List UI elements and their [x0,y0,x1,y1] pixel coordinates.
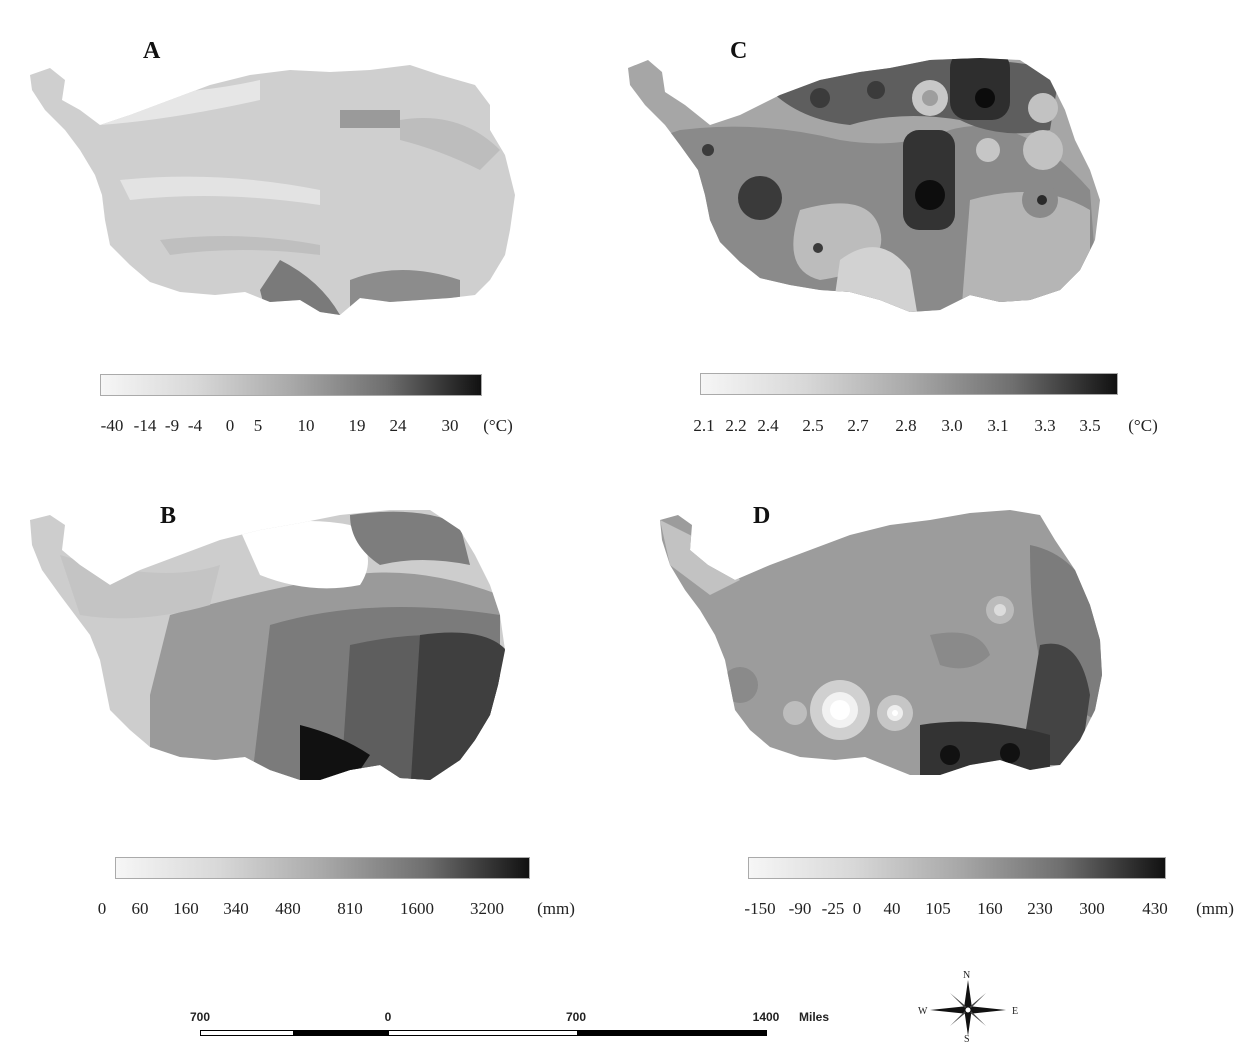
panel-letter: B [160,503,177,529]
tick-label: 2.8 [895,416,917,435]
compass-n: N [963,970,971,981]
tick-label: -90 [788,899,812,918]
tick-label: 230 [1027,899,1053,918]
map-a [30,65,515,315]
tick-label: 5 [253,416,263,435]
tick-label: 3.3 [1034,416,1056,435]
tick-label: -150 [744,899,776,918]
tick-label: -9 [164,416,180,435]
tick-label: 160 [977,899,1003,918]
tick-label: 480 [275,899,301,918]
tick-label: 810 [337,899,363,918]
scale-unit: Miles [798,1010,830,1024]
compass-rose: N W E S [908,968,1028,1045]
tick-label: 3200 [470,899,504,918]
panel-c: C [620,30,1120,330]
tick-label: 30 [441,416,459,435]
tick-label: 10 [297,416,315,435]
tick-label: 3.1 [987,416,1009,435]
unit-label: (mm) [537,899,575,918]
panel-a: A [20,30,530,330]
compass-e: E [1012,1006,1019,1017]
tick-label: 0 [97,899,107,918]
unit-label: (°C) [1128,416,1158,435]
map-c [628,58,1100,312]
tick-label: 1600 [400,899,434,918]
legend-labels-b: 0 60 160 340 480 810 1600 3200 (mm) [0,899,600,921]
scale-segment [200,1030,294,1036]
tick-label: -40 [100,416,124,435]
tick-label: 105 [925,899,951,918]
tick-label: -4 [187,416,203,435]
tick-label: 40 [883,899,901,918]
tick-label: 0 [852,899,862,918]
panel-letter: C [730,38,748,64]
tick-label: 19 [348,416,366,435]
tick-label: 300 [1079,899,1105,918]
tick-label: 0 [225,416,235,435]
legend-bar-a [100,374,482,396]
scale-label: 0 [384,1010,392,1024]
tick-label: 2.4 [757,416,779,435]
scale-label: 700 [189,1010,211,1024]
legend-labels-d: -150 -90 -25 0 40 105 160 230 300 430 (m… [0,899,1249,921]
legend-labels-c: 2.1 2.2 2.4 2.5 2.7 2.8 3.0 3.1 3.3 3.5 … [0,416,1249,438]
tick-label: 2.2 [725,416,747,435]
tick-label: -25 [821,899,845,918]
tick-label: 160 [173,899,199,918]
tick-label: 2.1 [693,416,715,435]
map-d [660,510,1102,775]
unit-label: (°C) [483,416,513,435]
tick-label: 3.5 [1079,416,1101,435]
panel-b: B [20,495,530,795]
unit-label: (mm) [1196,899,1234,918]
scale-segment [293,1030,389,1036]
panel-d: D [650,495,1120,795]
tick-label: -14 [133,416,157,435]
panel-letter: A [143,38,161,64]
compass-w: W [918,1006,928,1017]
legend-labels-a: -40 -14 -9 -4 0 5 10 19 24 30 (°C) [0,416,600,438]
tick-label: 430 [1142,899,1168,918]
legend-bar-c [700,373,1118,395]
scale-label: 1400 [752,1010,780,1024]
map-b [30,510,505,780]
panel-letter: D [753,503,771,529]
tick-label: 2.7 [847,416,869,435]
tick-label: 3.0 [941,416,963,435]
scale-label: 700 [565,1010,587,1024]
tick-label: 24 [389,416,407,435]
tick-label: 60 [131,899,149,918]
compass-s: S [964,1034,970,1045]
compass-rose-icon [930,980,1006,1036]
legend-bar-b [115,857,530,879]
scale-bar: 700 0 700 1400 Miles [180,1010,840,1040]
scale-segment [388,1030,578,1036]
tick-label: 340 [223,899,249,918]
scale-segment [577,1030,767,1036]
tick-label: 2.5 [802,416,824,435]
legend-bar-d [748,857,1166,879]
